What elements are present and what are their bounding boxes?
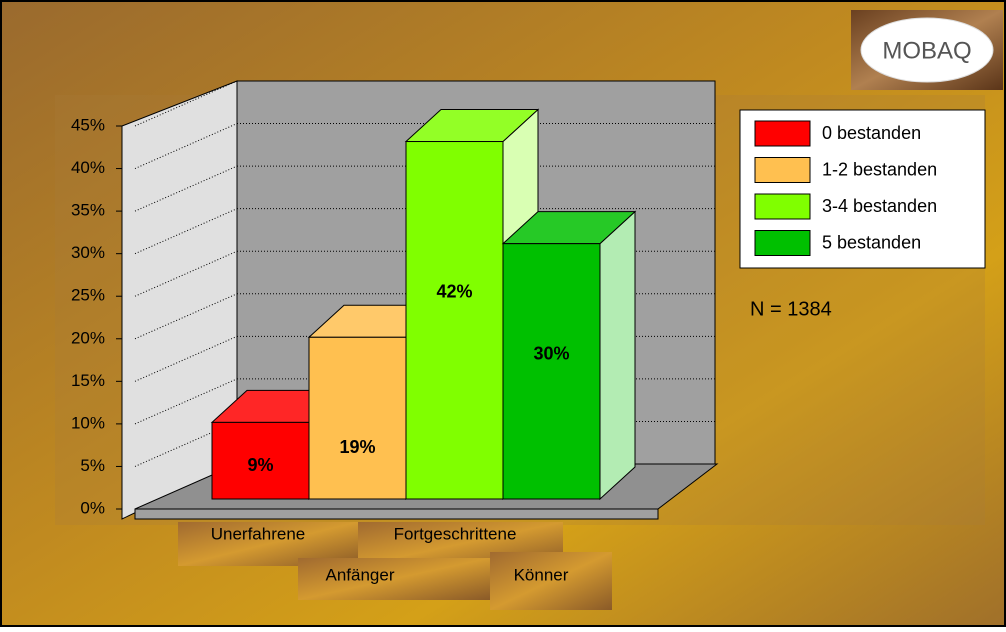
legend-swatch <box>754 120 811 147</box>
grid-line <box>134 80 238 127</box>
y-tick-label: 40% <box>71 158 105 177</box>
grid-line <box>134 335 238 382</box>
x-label: Fortgeschrittene <box>394 524 517 543</box>
logo-text: MOBAQ <box>882 37 971 64</box>
grid-line <box>134 165 238 212</box>
bar <box>405 141 504 500</box>
annotation: N = 1384 <box>750 298 832 320</box>
bar-side <box>599 210 636 501</box>
value-label: 9% <box>247 455 273 475</box>
y-tick-label: 5% <box>80 456 105 475</box>
legend-label: 3-4 bestanden <box>822 196 937 216</box>
y-tick-label: 15% <box>71 371 105 390</box>
logo-ellipse <box>860 17 994 83</box>
y-tick-label: 25% <box>71 286 105 305</box>
grid-line <box>134 420 238 467</box>
x-label: Könner <box>514 565 569 584</box>
bar <box>308 336 407 500</box>
grid-line <box>134 208 238 255</box>
bar <box>211 421 310 500</box>
legend-label: 1-2 bestanden <box>822 159 937 179</box>
floor-edge <box>134 508 659 520</box>
legend-label: 5 bestanden <box>822 232 921 252</box>
y-tick-label: 10% <box>71 413 105 432</box>
value-label: 19% <box>339 437 375 457</box>
legend-swatch <box>754 193 811 220</box>
x-label-box <box>298 558 490 600</box>
legend-swatch <box>754 230 811 256</box>
grid-line <box>134 123 238 170</box>
grid-line <box>134 378 238 425</box>
legend-swatch <box>754 157 811 183</box>
y-tick-label: 35% <box>71 201 105 220</box>
grid-line <box>134 250 238 297</box>
y-tick-label: 45% <box>71 115 105 134</box>
y-tick-label: 20% <box>71 328 105 347</box>
value-label: 42% <box>436 281 472 301</box>
bar <box>502 243 601 500</box>
y-tick-label: 30% <box>71 243 105 262</box>
x-labels: Unerfahrene Fortgeschrittene Anfänger Könne… <box>178 522 612 610</box>
x-label: Unerfahrene <box>211 524 306 543</box>
legend-label: 0 bestanden <box>822 123 921 143</box>
grid-line <box>134 293 238 340</box>
x-label-box <box>490 552 612 610</box>
x-label: Anfänger <box>326 565 395 584</box>
value-label: 30% <box>533 343 569 363</box>
y-tick-label: 0% <box>80 498 105 517</box>
